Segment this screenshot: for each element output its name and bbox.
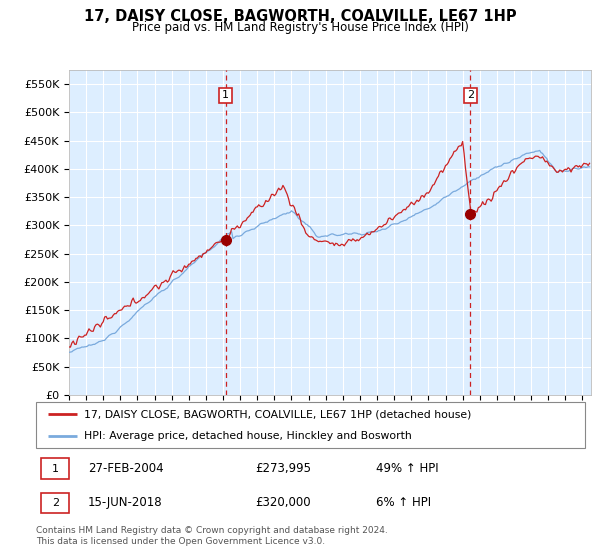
Text: £273,995: £273,995 (256, 462, 311, 475)
FancyBboxPatch shape (41, 459, 69, 479)
Text: 17, DAISY CLOSE, BAGWORTH, COALVILLE, LE67 1HP (detached house): 17, DAISY CLOSE, BAGWORTH, COALVILLE, LE… (85, 409, 472, 419)
Text: 15-JUN-2018: 15-JUN-2018 (88, 496, 163, 509)
Text: HPI: Average price, detached house, Hinckley and Bosworth: HPI: Average price, detached house, Hinc… (85, 431, 412, 441)
Text: 2: 2 (467, 90, 474, 100)
Text: 17, DAISY CLOSE, BAGWORTH, COALVILLE, LE67 1HP: 17, DAISY CLOSE, BAGWORTH, COALVILLE, LE… (83, 9, 517, 24)
Text: 6% ↑ HPI: 6% ↑ HPI (376, 496, 431, 509)
Text: Contains HM Land Registry data © Crown copyright and database right 2024.
This d: Contains HM Land Registry data © Crown c… (36, 526, 388, 546)
Text: 49% ↑ HPI: 49% ↑ HPI (376, 462, 439, 475)
Text: 27-FEB-2004: 27-FEB-2004 (88, 462, 164, 475)
FancyBboxPatch shape (36, 402, 585, 448)
Text: 1: 1 (52, 464, 59, 474)
Text: Price paid vs. HM Land Registry's House Price Index (HPI): Price paid vs. HM Land Registry's House … (131, 21, 469, 34)
Text: £320,000: £320,000 (256, 496, 311, 509)
Text: 2: 2 (52, 498, 59, 508)
FancyBboxPatch shape (41, 493, 69, 513)
Text: 1: 1 (222, 90, 229, 100)
